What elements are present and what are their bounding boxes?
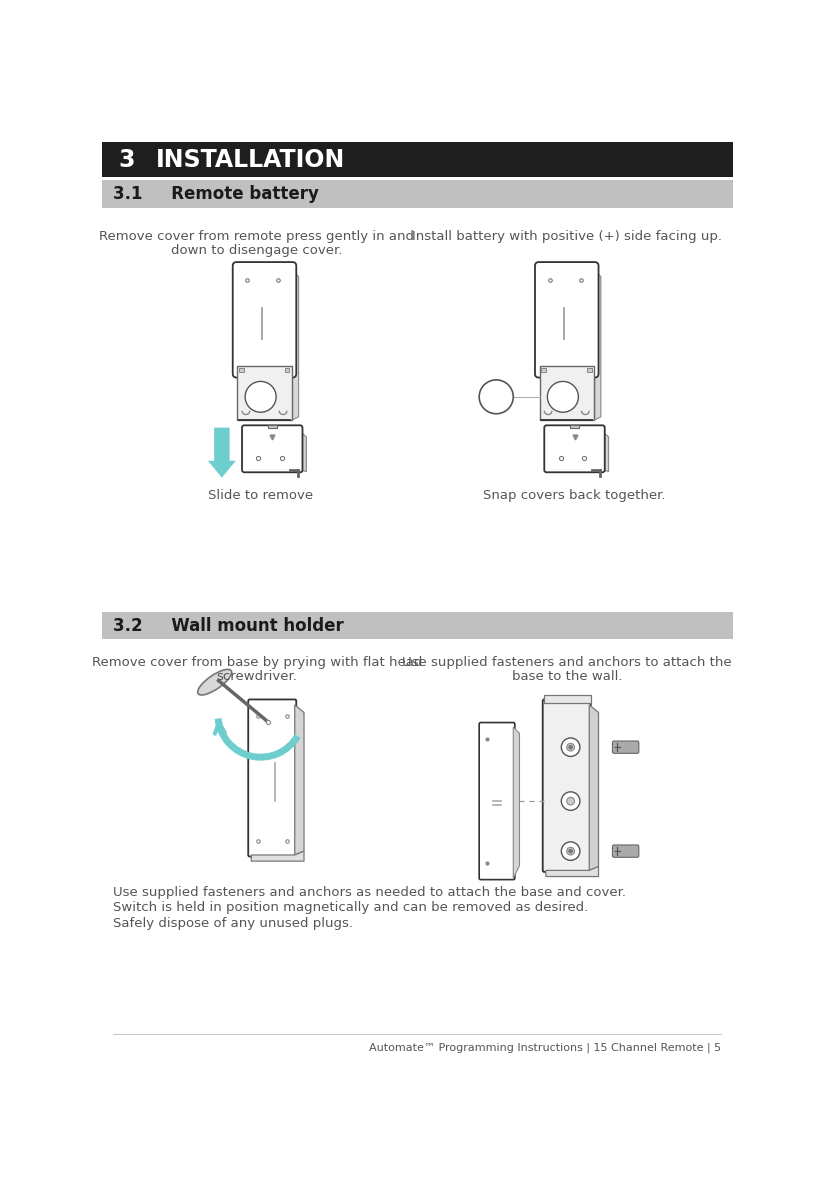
FancyBboxPatch shape	[242, 426, 303, 472]
Text: INSTALLATION: INSTALLATION	[156, 148, 345, 172]
Text: Use supplied fasteners and anchors to attach the: Use supplied fasteners and anchors to at…	[402, 657, 732, 670]
Circle shape	[547, 381, 579, 412]
Text: Remove cover from remote press gently in and: Remove cover from remote press gently in…	[99, 230, 414, 243]
Circle shape	[479, 380, 514, 414]
FancyBboxPatch shape	[479, 723, 514, 880]
Text: Remove cover from base by prying with flat head: Remove cover from base by prying with fl…	[91, 657, 422, 670]
FancyBboxPatch shape	[543, 699, 591, 872]
Circle shape	[562, 791, 580, 810]
Polygon shape	[602, 432, 609, 472]
FancyBboxPatch shape	[612, 741, 639, 754]
Polygon shape	[595, 271, 601, 420]
Bar	[570, 425, 579, 428]
Text: Install battery with positive (+) side facing up.: Install battery with positive (+) side f…	[412, 230, 722, 243]
FancyBboxPatch shape	[545, 426, 605, 472]
Bar	[587, 368, 592, 373]
Circle shape	[568, 849, 573, 853]
Circle shape	[568, 745, 573, 750]
Text: Use supplied fasteners and anchors as needed to attach the base and cover.: Use supplied fasteners and anchors as ne…	[113, 886, 627, 899]
Polygon shape	[514, 728, 519, 878]
Bar	[238, 366, 291, 420]
Polygon shape	[589, 705, 598, 871]
Text: 3.1     Remote battery: 3.1 Remote battery	[113, 186, 319, 203]
Bar	[102, 142, 733, 177]
Bar	[285, 368, 289, 373]
FancyArrow shape	[208, 427, 236, 478]
Bar	[541, 368, 546, 373]
Text: Switch is held in position magnetically and can be removed as desired.: Switch is held in position magnetically …	[113, 901, 589, 914]
Bar	[102, 181, 733, 208]
Text: screwdriver.: screwdriver.	[217, 671, 297, 683]
Circle shape	[245, 381, 276, 412]
FancyBboxPatch shape	[248, 699, 296, 856]
Text: down to disengage cover.: down to disengage cover.	[171, 244, 343, 257]
FancyBboxPatch shape	[612, 845, 639, 858]
Polygon shape	[300, 432, 306, 472]
Bar	[102, 612, 733, 639]
Text: base to the wall.: base to the wall.	[511, 671, 622, 683]
Bar	[268, 425, 277, 428]
Bar	[545, 694, 591, 703]
Text: 3.2     Wall mount holder: 3.2 Wall mount holder	[113, 616, 344, 634]
Polygon shape	[252, 851, 304, 861]
FancyBboxPatch shape	[233, 263, 296, 377]
Circle shape	[562, 842, 580, 860]
Polygon shape	[546, 866, 598, 877]
Ellipse shape	[198, 670, 232, 694]
Text: Automate™ Programming Instructions | 15 Channel Remote | 5: Automate™ Programming Instructions | 15 …	[369, 1043, 721, 1053]
Text: Safely dispose of any unused plugs.: Safely dispose of any unused plugs.	[113, 917, 353, 930]
Polygon shape	[292, 271, 299, 420]
Polygon shape	[295, 705, 304, 855]
Circle shape	[567, 847, 575, 855]
Circle shape	[567, 797, 575, 804]
Text: Slide to remove: Slide to remove	[208, 490, 313, 503]
Text: 3: 3	[119, 148, 135, 172]
Bar	[239, 368, 243, 373]
Circle shape	[562, 738, 580, 756]
FancyBboxPatch shape	[535, 263, 598, 377]
Bar	[540, 366, 594, 420]
Text: Snap covers back together.: Snap covers back together.	[484, 490, 666, 503]
Circle shape	[567, 743, 575, 751]
